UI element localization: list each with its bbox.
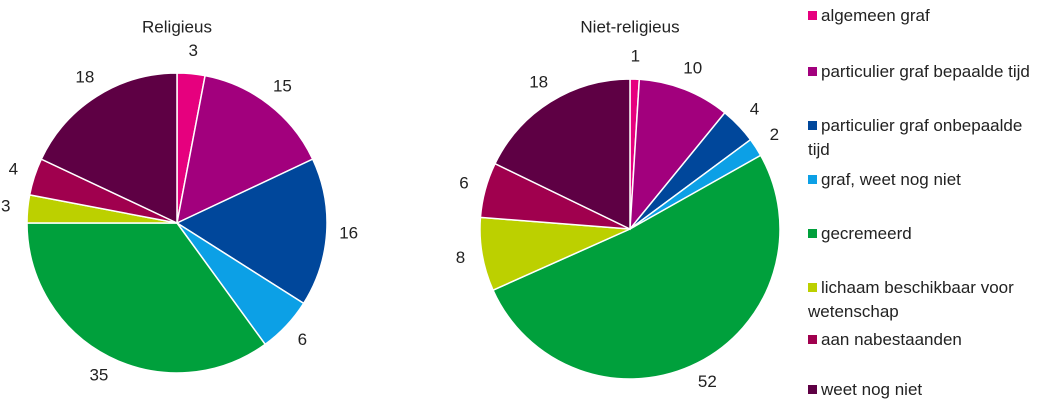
data-label: 16 — [339, 223, 358, 242]
legend-swatch — [808, 121, 817, 130]
legend-item: algemeen graf — [808, 4, 1033, 28]
data-label: 4 — [9, 159, 18, 178]
legend-swatch — [808, 175, 817, 184]
data-label: 2 — [770, 125, 779, 144]
pie-slice — [175, 74, 314, 225]
legend-item: lichaam beschikbaar voor wetenschap — [808, 276, 1033, 324]
legend-label: aan nabestaanden — [821, 330, 962, 349]
data-label: 6 — [298, 330, 307, 349]
data-label: 3 — [1, 196, 10, 215]
pie-slice — [629, 78, 726, 232]
pie-slice — [492, 154, 781, 380]
data-label: 4 — [750, 100, 759, 119]
data-label: 52 — [698, 372, 717, 391]
legend-swatch — [808, 283, 817, 292]
data-label: 35 — [89, 366, 108, 385]
legend-item: weet nog niet — [808, 378, 1033, 402]
legend-swatch — [808, 11, 817, 20]
data-label: 8 — [456, 248, 465, 267]
legend-swatch — [808, 335, 817, 344]
legend-label: particulier graf bepaalde tijd — [821, 62, 1030, 81]
legend-item: particulier graf bepaalde tijd — [808, 60, 1033, 84]
data-label: 6 — [459, 174, 468, 193]
legend-item: gecremeerd — [808, 222, 1033, 246]
legend-swatch — [808, 67, 817, 76]
chart-title: Religieus — [142, 17, 212, 36]
legend-swatch — [808, 385, 817, 394]
legend-label: particulier graf onbepaalde tijd — [808, 116, 1023, 159]
pie-slice — [40, 72, 178, 225]
data-label: 15 — [273, 77, 292, 96]
legend-item: graf, weet nog niet — [808, 168, 1033, 192]
data-label: 1 — [631, 47, 640, 66]
legend-label: graf, weet nog niet — [821, 170, 961, 189]
pie-slice — [493, 78, 631, 231]
legend-item: particulier graf onbepaalde tijd — [808, 114, 1033, 162]
data-label: 3 — [188, 41, 197, 60]
pie-slice — [175, 158, 328, 305]
data-label: 10 — [683, 58, 702, 77]
data-label: 18 — [75, 67, 94, 86]
charts: Religieus315166353418Niet-religieus11042… — [1, 17, 781, 391]
data-label: 18 — [529, 73, 548, 92]
legend-label: weet nog niet — [821, 380, 923, 399]
legend-swatch — [808, 229, 817, 238]
legend-label: lichaam beschikbaar voor wetenschap — [808, 278, 1014, 321]
pie-slice — [26, 222, 267, 374]
legend-item: aan nabestaanden — [808, 328, 1033, 352]
chart-title: Niet-religieus — [580, 17, 679, 36]
legend-label: gecremeerd — [821, 224, 912, 243]
legend-label: algemeen graf — [821, 6, 930, 25]
